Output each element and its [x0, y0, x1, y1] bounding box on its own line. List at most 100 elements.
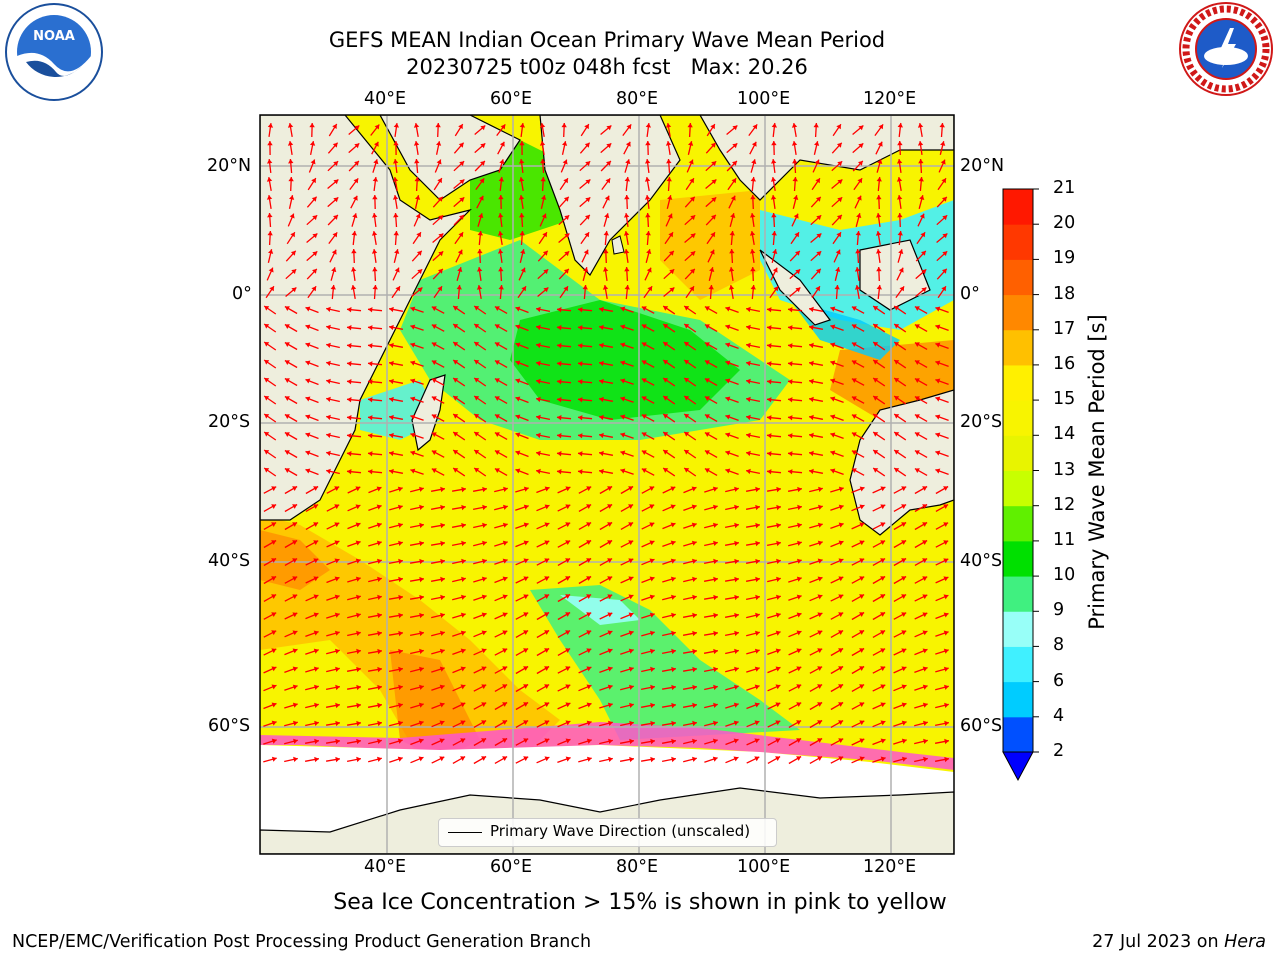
- wave-direction-arrow: [851, 522, 865, 530]
- wave-direction-arrow: [893, 539, 907, 549]
- wave-direction-arrow: [305, 576, 319, 584]
- wave-direction-arrow: [284, 323, 298, 333]
- wave-direction-arrow: [830, 378, 844, 386]
- lon-label-top-120e: 120°E: [863, 89, 917, 109]
- wave-direction-arrow: [852, 160, 864, 172]
- wave-direction-arrow: [704, 378, 718, 386]
- wave-direction-arrow: [914, 702, 928, 709]
- wave-direction-arrow: [789, 287, 801, 297]
- wave-direction-arrow: [557, 648, 571, 656]
- wave-direction-arrow: [787, 325, 803, 331]
- wave-direction-arrow: [703, 594, 719, 601]
- wave-direction-arrow: [641, 558, 655, 566]
- wave-direction-arrow: [473, 395, 487, 405]
- wave-direction-arrow: [388, 576, 404, 583]
- wave-direction-arrow: [662, 630, 676, 637]
- wave-direction-arrow: [305, 684, 319, 691]
- colorbar-tick-label: 21: [1053, 178, 1076, 198]
- wave-direction-arrow: [662, 467, 676, 477]
- wave-direction-arrow: [326, 450, 340, 457]
- wave-direction-arrow: [348, 142, 360, 154]
- wave-direction-arrow: [559, 285, 569, 299]
- wave-direction-arrow: [519, 159, 525, 173]
- map-frame: [259, 114, 955, 855]
- wave-direction-arrow: [876, 194, 882, 210]
- wave-direction-arrow: [452, 467, 466, 477]
- wave-direction-arrow: [515, 630, 529, 638]
- lon-label-bottom-120e: 120°E: [863, 857, 917, 877]
- lon-label-top-80e: 80°E: [616, 89, 659, 109]
- wave-direction-arrow: [498, 266, 504, 282]
- wave-direction-arrow: [917, 213, 925, 227]
- wave-direction-arrow: [790, 231, 800, 245]
- wave-direction-arrow: [494, 414, 508, 422]
- wave-direction-arrow: [599, 702, 613, 709]
- wave-direction-arrow: [745, 486, 761, 493]
- wave-direction-arrow: [536, 522, 550, 530]
- wave-direction-arrow: [620, 306, 634, 313]
- wave-direction-arrow: [767, 756, 781, 764]
- wave-direction-arrow: [519, 212, 525, 228]
- madagascar-landmass: [411, 374, 446, 452]
- lat-label-left-20n: 20°N: [207, 156, 252, 176]
- lon-label-bottom-100e: 100°E: [737, 857, 791, 877]
- wave-direction-arrow: [787, 469, 803, 475]
- wave-direction-arrow: [284, 756, 298, 763]
- wave-direction-arrow: [556, 361, 572, 367]
- wave-direction-arrow: [937, 177, 947, 191]
- wave-direction-arrow: [536, 738, 550, 746]
- wave-direction-arrow: [893, 666, 907, 674]
- wave-direction-arrow: [872, 630, 886, 638]
- wave-direction-arrow: [855, 248, 861, 264]
- wave-direction-arrow: [662, 377, 676, 387]
- wave-direction-arrow: [536, 629, 550, 639]
- wave-direction-arrow: [431, 360, 445, 368]
- wave-direction-arrow: [284, 305, 298, 315]
- wave-direction-arrow: [683, 522, 697, 529]
- wave-direction-arrow: [640, 684, 656, 691]
- wave-direction-arrow: [347, 540, 361, 548]
- wave-direction-arrow: [494, 558, 508, 565]
- wave-direction-arrow: [393, 212, 399, 228]
- wave-direction-arrow: [853, 177, 863, 191]
- wave-direction-arrow: [725, 306, 739, 314]
- wave-direction-arrow: [557, 522, 571, 530]
- wave-direction-arrow: [494, 306, 508, 314]
- wave-direction-arrow: [579, 142, 591, 154]
- wave-direction-arrow: [263, 467, 277, 477]
- wave-direction-arrow: [410, 450, 424, 457]
- wave-direction-arrow: [725, 648, 739, 655]
- wave-direction-arrow: [620, 612, 634, 620]
- wave-direction-arrow: [725, 324, 739, 332]
- wave-direction-arrow: [577, 325, 593, 331]
- wave-direction-arrow: [683, 486, 697, 494]
- wave-direction-arrow: [515, 576, 529, 584]
- wave-direction-arrow: [473, 737, 487, 747]
- wave-direction-arrow: [766, 522, 782, 529]
- wave-direction-arrow: [914, 432, 928, 440]
- wave-direction-arrow: [683, 341, 697, 351]
- wave-direction-arrow: [577, 343, 593, 349]
- wave-direction-arrow: [305, 342, 319, 350]
- wave-direction-arrow: [410, 486, 424, 493]
- wave-direction-arrow: [766, 469, 782, 475]
- wave-direction-arrow: [388, 450, 404, 457]
- wave-direction-arrow: [809, 612, 823, 620]
- lat-label-left-20s: 20°S: [208, 412, 251, 432]
- wave-direction-arrow: [935, 702, 949, 709]
- wave-direction-arrow: [851, 468, 865, 476]
- wave-direction-arrow: [535, 414, 551, 421]
- wave-direction-arrow: [284, 630, 298, 638]
- wave-direction-arrow: [434, 159, 442, 173]
- wave-direction-arrow: [641, 522, 655, 530]
- colorbar-tick-label: 17: [1053, 318, 1076, 339]
- wave-direction-arrow: [767, 594, 781, 601]
- wave-direction-arrow: [766, 307, 782, 313]
- wave-direction-arrow: [746, 630, 760, 637]
- lat-label-right-20s: 20°S: [960, 412, 1003, 432]
- wave-direction-arrow: [766, 504, 782, 511]
- wave-direction-arrow: [683, 576, 697, 583]
- wave-direction-arrow: [683, 467, 697, 477]
- wave-direction-arrow: [729, 230, 735, 246]
- wave-direction-arrow: [305, 432, 319, 440]
